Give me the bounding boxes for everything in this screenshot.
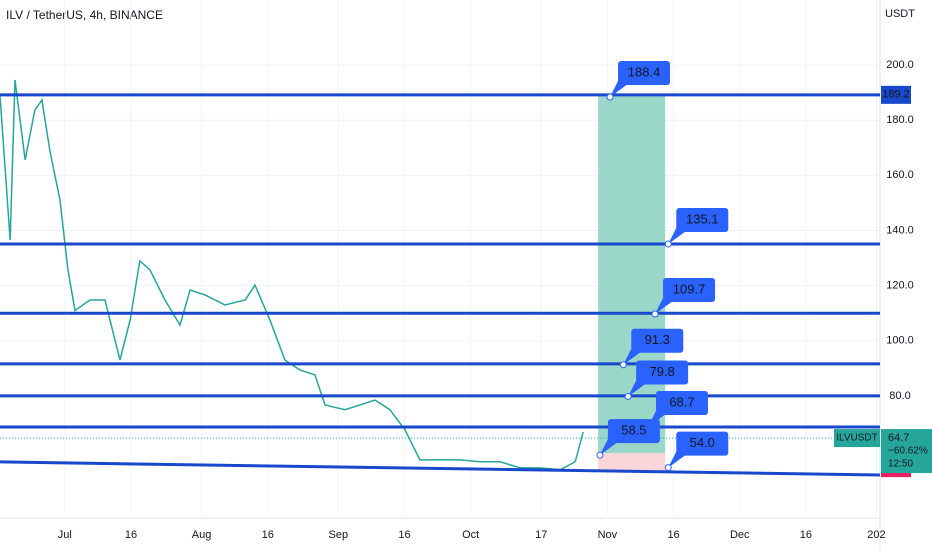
callout-box	[631, 328, 684, 353]
x-tick-label: 16	[262, 529, 274, 541]
x-tick-label: 202	[867, 529, 885, 541]
callout-label: 135.1	[686, 211, 719, 226]
y-tick-label: 120.0	[886, 280, 914, 292]
x-tick-label: Oct	[462, 529, 479, 541]
symbol-label: ILVUSDT	[836, 433, 878, 444]
y-tick-label: 100.0	[886, 335, 914, 347]
callout-anchor	[596, 451, 604, 459]
callout-anchor	[651, 310, 659, 318]
target-zone	[598, 94, 666, 453]
x-tick-label: Aug	[192, 529, 212, 541]
last-price-change: −60.62%	[888, 446, 928, 457]
last-price-time: 12:50	[888, 459, 913, 470]
x-tick-label: 16	[667, 529, 679, 541]
x-tick-label: Jul	[58, 529, 72, 541]
last-price-tag	[881, 429, 932, 474]
callout-label: 54.0	[690, 435, 715, 450]
x-tick-label: 16	[800, 529, 812, 541]
price-tag-label: 189.2	[882, 89, 910, 101]
callout-anchor	[624, 392, 632, 400]
y-tick-label: 80.0	[889, 390, 910, 402]
callout-label: 109.7	[673, 281, 706, 296]
x-tick-label: Dec	[730, 529, 750, 541]
callout-label: 91.3	[645, 332, 670, 347]
x-tick-label: Nov	[598, 529, 618, 541]
y-tick-label: 140.0	[886, 224, 914, 236]
callout-anchor	[664, 240, 672, 248]
symbol-tag	[834, 429, 880, 448]
callout-box	[655, 391, 708, 416]
chart-title: ILV / TetherUS, 4h, BINANCE	[6, 8, 163, 22]
x-tick-label: 16	[125, 529, 137, 541]
price-tag	[881, 85, 911, 104]
y-unit: USDT	[885, 8, 915, 20]
callout-box	[618, 61, 671, 86]
last-price-label: 64.7	[888, 432, 909, 444]
callout-box	[607, 419, 660, 444]
x-tick-label: Sep	[329, 529, 349, 541]
price-line	[0, 79, 584, 471]
callout-box	[636, 360, 689, 385]
callout-anchor	[664, 464, 672, 472]
callout-label: 58.5	[621, 423, 646, 438]
x-tick-label: 17	[535, 529, 547, 541]
callout-box	[676, 207, 729, 232]
callout-box	[663, 278, 716, 303]
x-tick-label: 16	[398, 529, 410, 541]
y-tick-label: 160.0	[886, 169, 914, 181]
callout-anchor	[619, 361, 627, 369]
trend-line	[0, 460, 881, 477]
callout-label: 188.4	[628, 64, 661, 79]
callout-anchor	[606, 93, 614, 101]
callout-label: 68.7	[669, 394, 694, 409]
stop-zone	[598, 452, 666, 472]
callout-label: 79.8	[649, 364, 674, 379]
callout-box	[676, 431, 729, 456]
y-tick-label: 200.0	[886, 59, 914, 71]
y-tick-label: 180.0	[886, 114, 914, 126]
